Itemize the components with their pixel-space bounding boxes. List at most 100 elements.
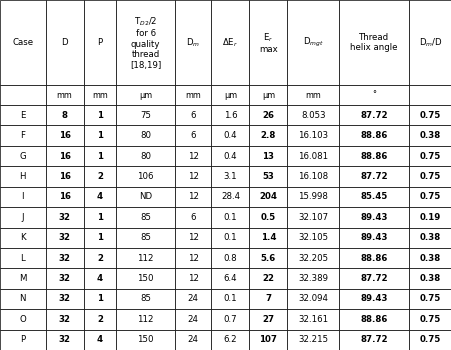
Text: 0.75: 0.75 [419, 111, 440, 120]
Text: 0.75: 0.75 [419, 335, 440, 344]
Bar [0, 289, 46, 309]
Text: 0.38: 0.38 [419, 274, 440, 283]
Bar [46, 85, 83, 105]
Text: 32: 32 [59, 213, 70, 222]
Bar [175, 309, 211, 330]
Bar [0, 207, 46, 228]
Bar [211, 125, 249, 146]
Text: 6: 6 [190, 131, 195, 140]
Text: mm: mm [185, 91, 201, 99]
Bar [408, 187, 451, 207]
Text: Thread
helix angle: Thread helix angle [350, 33, 397, 52]
Bar [249, 85, 287, 105]
Text: F: F [20, 131, 25, 140]
Bar [211, 166, 249, 187]
Bar [46, 268, 83, 289]
Text: 112: 112 [137, 254, 153, 262]
Bar [408, 228, 451, 248]
Text: 0.38: 0.38 [419, 254, 440, 262]
Text: 150: 150 [137, 335, 153, 344]
Bar [46, 166, 83, 187]
Bar [46, 228, 83, 248]
Bar [211, 85, 249, 105]
Bar [287, 125, 339, 146]
Text: 8: 8 [61, 111, 67, 120]
Text: 12: 12 [187, 254, 198, 262]
Text: 0.75: 0.75 [419, 152, 440, 161]
Bar [408, 309, 451, 330]
Bar [175, 166, 211, 187]
Bar [83, 207, 116, 228]
Text: 2: 2 [97, 254, 103, 262]
Bar [116, 330, 175, 350]
Text: 87.72: 87.72 [359, 111, 387, 120]
Bar [83, 187, 116, 207]
Text: K: K [20, 233, 26, 242]
Text: 32.094: 32.094 [298, 294, 327, 303]
Text: 1: 1 [97, 294, 103, 303]
Bar [249, 105, 287, 125]
Bar [175, 228, 211, 248]
Bar [46, 187, 83, 207]
Bar [116, 289, 175, 309]
Text: 16.081: 16.081 [298, 152, 328, 161]
Text: ΔE$_r$: ΔE$_r$ [222, 36, 238, 49]
Text: E: E [20, 111, 26, 120]
Text: 32.107: 32.107 [298, 213, 328, 222]
Text: 32.389: 32.389 [298, 274, 327, 283]
Bar [211, 0, 249, 85]
Text: P: P [20, 335, 25, 344]
Bar [116, 105, 175, 125]
Bar [287, 228, 339, 248]
Text: T$_{D2}$/2
for 6
quality
thread
[18,19]: T$_{D2}$/2 for 6 quality thread [18,19] [130, 15, 161, 70]
Text: 28.4: 28.4 [221, 193, 239, 201]
Text: 0.75: 0.75 [419, 315, 440, 324]
Bar [116, 146, 175, 166]
Bar [287, 330, 339, 350]
Text: M: M [19, 274, 27, 283]
Bar [408, 85, 451, 105]
Bar [175, 207, 211, 228]
Bar [116, 85, 175, 105]
Bar [83, 268, 116, 289]
Bar [249, 207, 287, 228]
Text: 88.86: 88.86 [359, 315, 387, 324]
Bar [116, 228, 175, 248]
Text: 16: 16 [59, 172, 70, 181]
Text: 32: 32 [59, 294, 70, 303]
Bar [211, 268, 249, 289]
Bar [211, 248, 249, 268]
Bar [0, 248, 46, 268]
Text: 2.8: 2.8 [260, 131, 276, 140]
Bar [83, 0, 116, 85]
Text: 85: 85 [140, 213, 151, 222]
Text: 150: 150 [137, 274, 153, 283]
Text: 0.38: 0.38 [419, 233, 440, 242]
Text: 1.6: 1.6 [223, 111, 237, 120]
Bar [211, 105, 249, 125]
Bar [0, 228, 46, 248]
Text: 12: 12 [187, 172, 198, 181]
Text: D$_m$/D: D$_m$/D [418, 36, 442, 49]
Text: 24: 24 [187, 335, 198, 344]
Bar [46, 309, 83, 330]
Bar [175, 0, 211, 85]
Bar [287, 105, 339, 125]
Bar [175, 268, 211, 289]
Text: 32: 32 [59, 315, 70, 324]
Bar [175, 248, 211, 268]
Text: 26: 26 [262, 111, 274, 120]
Text: °: ° [371, 91, 375, 99]
Bar [287, 268, 339, 289]
Bar [249, 289, 287, 309]
Text: 16: 16 [59, 193, 70, 201]
Bar [408, 166, 451, 187]
Text: 0.75: 0.75 [419, 172, 440, 181]
Bar [116, 0, 175, 85]
Text: 87.72: 87.72 [359, 335, 387, 344]
Text: 87.72: 87.72 [359, 172, 387, 181]
Text: 24: 24 [187, 315, 198, 324]
Bar [83, 105, 116, 125]
Text: J: J [22, 213, 24, 222]
Bar [116, 309, 175, 330]
